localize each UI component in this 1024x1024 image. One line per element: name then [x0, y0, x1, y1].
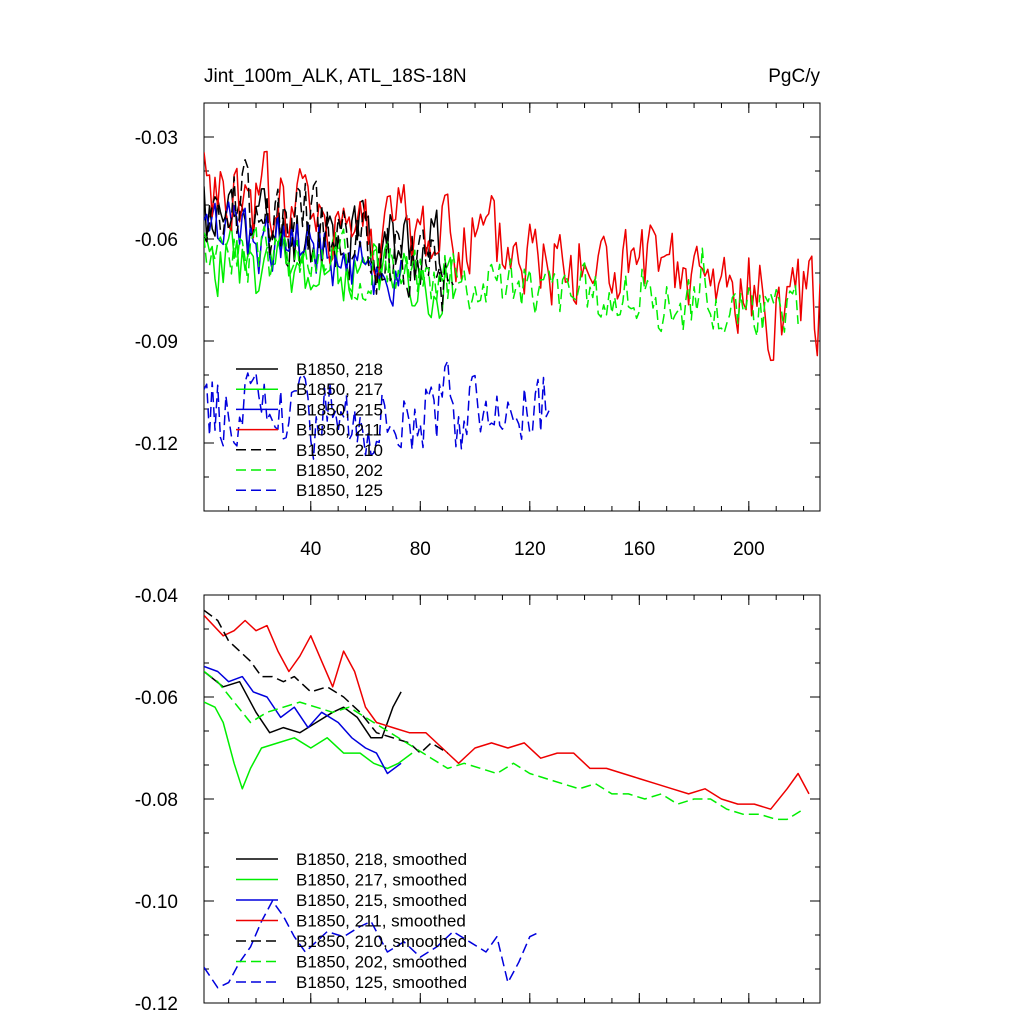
series-line: [204, 670, 804, 821]
legend-label: B1850, 211: [296, 421, 382, 440]
x-tick-label: 40: [300, 539, 321, 560]
series-line: [204, 900, 542, 989]
x-tick-label: 160: [623, 539, 655, 560]
top-panel: 40 80 120 160 200 -0.03 -0.06 -0.09 -0.12 B1850, …: [135, 102, 821, 560]
legend-label: B1850, 202: [296, 461, 383, 480]
bottom-panel: -0.04 -0.06 -0.08 -0.10 -0.12 B1850, 218, smo…: [135, 586, 821, 1015]
legend-label: B1850, 211, smoothed: [296, 912, 466, 931]
y-tick-label: -0.12: [135, 434, 178, 455]
legend-label: B1850, 210: [296, 441, 383, 460]
legend-label: B1850, 125: [296, 481, 383, 500]
series-line: [204, 614, 810, 810]
legend-label: B1850, 210, smoothed: [296, 932, 467, 951]
y-tick-label: -0.12: [135, 994, 178, 1015]
chart-title: Jint_100m_ALK, ATL_18S-18N: [204, 66, 467, 87]
series-line: [204, 701, 413, 790]
y-tick-label: -0.06: [135, 230, 178, 251]
y-tick-label: -0.09: [135, 332, 178, 353]
series-line: [204, 225, 799, 337]
x-tick-label: 200: [733, 539, 765, 560]
y-tick-label: -0.04: [135, 586, 179, 607]
y-tick-label: -0.08: [135, 790, 178, 811]
series-line: [204, 150, 820, 362]
legend-label: B1850, 218: [296, 360, 383, 379]
legend-label: B1850, 218, smoothed: [296, 850, 467, 869]
y-tick-label: -0.06: [135, 688, 178, 709]
legend-label: B1850, 202, smoothed: [296, 953, 467, 972]
series-line: [204, 665, 402, 775]
x-tick-label: 80: [410, 539, 431, 560]
legend-label: B1850, 217, smoothed: [296, 871, 467, 890]
y-tick-label: -0.10: [135, 892, 178, 913]
series-line: [204, 158, 454, 312]
series-line: [204, 609, 449, 754]
legend-label: B1850, 215: [296, 400, 383, 419]
series-line: [204, 223, 457, 319]
series-line: [204, 670, 402, 739]
legend-label: B1850, 217: [296, 380, 383, 399]
legend-label: B1850, 215, smoothed: [296, 891, 467, 910]
x-tick-label: 120: [514, 539, 546, 560]
y-tick-label: -0.03: [135, 128, 178, 149]
series-line: [204, 360, 550, 460]
units-label: PgC/y: [768, 66, 820, 87]
legend-label: B1850, 125, smoothed: [296, 973, 467, 992]
